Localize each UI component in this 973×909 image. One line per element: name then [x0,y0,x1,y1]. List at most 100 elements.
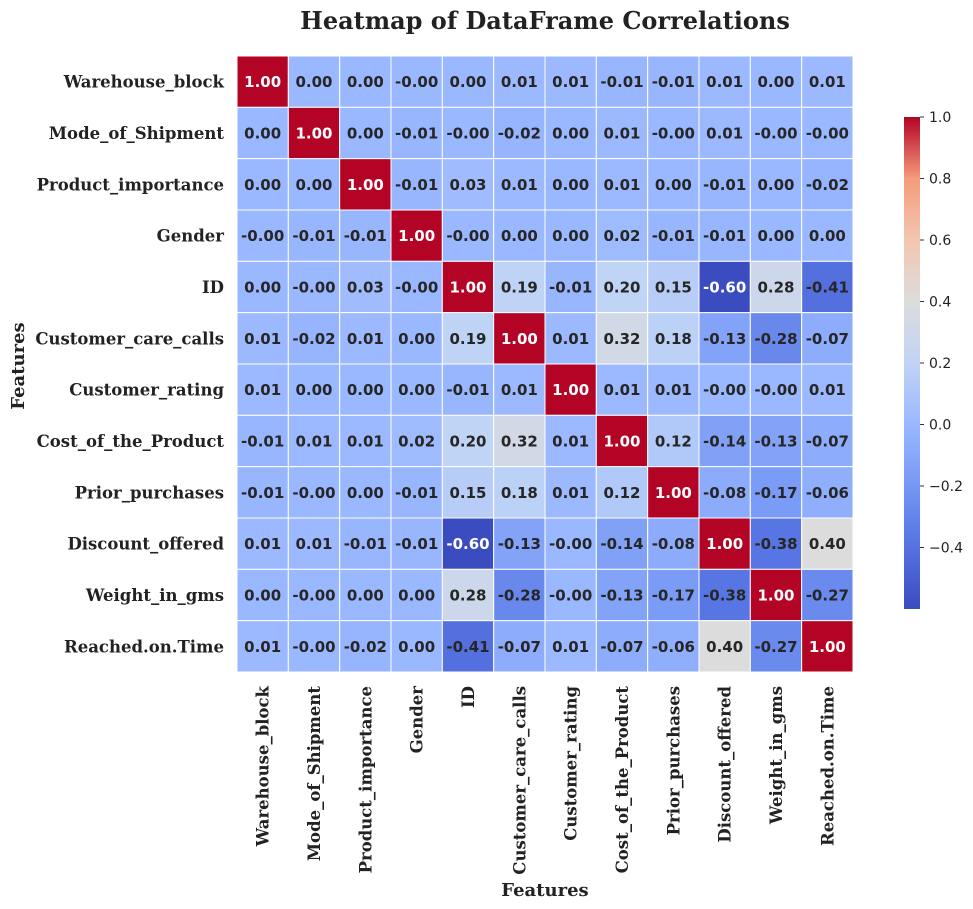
heatmap-cell [595,312,649,365]
cell-value-label: 0.01 [552,330,589,348]
cell-value-label: 1.00 [449,279,486,297]
heatmap-cell [236,55,289,108]
cell-value-label: 1.00 [347,176,384,194]
heatmap-cell [647,106,700,160]
heatmap-cell [749,363,803,416]
cell-value-label: 0.01 [552,638,589,656]
cell-value-label: -0.01 [344,535,387,553]
heatmap-cell [647,568,700,622]
cell-value-label: 0.00 [295,73,332,91]
heatmap-cell [544,620,597,673]
y-axis-label: Features [8,322,29,409]
cell-value-label: 0.28 [449,587,486,605]
heatmap-cell [339,466,392,519]
cell-value-label: -0.07 [806,330,849,348]
heatmap-cell [544,414,597,468]
cell-value-label: 1.00 [398,227,435,245]
heatmap-cell [647,466,700,519]
heatmap-cell [749,260,803,314]
cell-value-label: -0.00 [549,587,592,605]
heatmap-cell [647,363,700,416]
heatmap-cell [801,620,854,673]
heatmap-cell [544,106,597,160]
column-tick-label: Prior_purchases [664,686,683,835]
cell-value-label: 0.12 [655,433,692,451]
cell-value-label: 0.19 [501,279,538,297]
cell-value-label: 0.02 [603,227,640,245]
row-tick-label: Cost_of_the_Product [37,432,225,451]
heatmap-cell [390,106,443,160]
cell-value-label: 1.00 [809,638,846,656]
heatmap-cell [287,466,341,519]
cell-value-label: -0.01 [395,176,438,194]
cell-value-label: -0.00 [703,381,746,399]
heatmap-cell [801,106,854,160]
x-axis-label: Features [501,880,588,901]
heatmap-cell [390,568,443,622]
cell-value-label: 0.01 [347,433,384,451]
cell-value-label: 0.00 [398,587,435,605]
cell-value-label: 0.18 [501,484,538,502]
heatmap-cell [390,158,443,211]
cell-value-label: -0.41 [446,638,489,656]
heatmap-cell [493,568,546,622]
cell-value-label: 0.01 [603,125,640,143]
heatmap-cell [441,158,495,211]
colorbar-tick-label: 1.0 [929,110,951,126]
colorbar-tick-label: −0.4 [929,541,963,557]
heatmap-cell [390,312,443,365]
column-tick-label: Weight_in_gms [767,686,786,825]
cell-value-label: 0.01 [809,381,846,399]
cell-value-label: 0.00 [757,176,794,194]
cell-value-label: 0.01 [501,176,538,194]
heatmap-cell [544,568,597,622]
cell-value-label: 0.01 [244,330,281,348]
heatmap-cell [287,106,341,160]
cell-value-label: -0.14 [600,535,643,553]
cell-value-label: -0.07 [498,638,541,656]
heatmap-cell [493,363,546,416]
heatmap-cell [595,106,649,160]
cell-value-label: 1.00 [295,125,332,143]
heatmap-cell [698,312,751,365]
heatmap-cell [441,620,495,673]
cell-value-label: 0.00 [552,125,589,143]
cell-value-label: -0.07 [600,638,643,656]
heatmap-cell [339,55,392,108]
heatmap-cell [801,363,854,416]
heatmap-annotations: 1.00 0.00 0.00 -0.00 0.00 0.01 0.01 -0.01 -0.01 0… [241,73,849,656]
cell-value-label: -0.02 [292,330,335,348]
cell-value-label: -0.06 [652,638,695,656]
heatmap-cell [801,158,854,211]
cell-value-label: -0.28 [498,587,541,605]
column-tick-label: Customer_care_calls [510,686,529,875]
heatmap-cell [801,517,854,570]
cell-value-label: -0.60 [703,279,746,297]
heatmap-cell [749,517,803,570]
colorbar-tick-label: 0.8 [929,172,951,188]
colorbar-tick-label: 0.2 [929,356,951,372]
heatmap-cell [749,568,803,622]
heatmap-cell [236,363,289,416]
cell-value-label: 0.20 [449,433,486,451]
cell-value-label: 0.28 [757,279,794,297]
cell-value-label: -0.38 [703,587,746,605]
cell-value-label: 1.00 [501,330,538,348]
cell-value-label: 0.00 [757,227,794,245]
column-tick-label: Cost_of_the_Product [613,686,632,874]
cell-value-label: -0.01 [395,535,438,553]
cell-value-label: 0.00 [244,125,281,143]
heatmap-cell [236,312,289,365]
cell-value-label: -0.01 [241,433,284,451]
heatmap-cell [493,312,546,365]
cell-value-label: 0.01 [295,535,332,553]
heatmap-cell [595,517,649,570]
cell-value-label: 0.01 [603,381,640,399]
cell-value-label: -0.01 [549,279,592,297]
cell-value-label: 0.01 [552,484,589,502]
cell-value-label: 0.00 [501,227,538,245]
cell-value-label: 0.01 [706,125,743,143]
cell-value-label: -0.14 [703,433,746,451]
row-tick-label: Prior_purchases [75,483,224,502]
